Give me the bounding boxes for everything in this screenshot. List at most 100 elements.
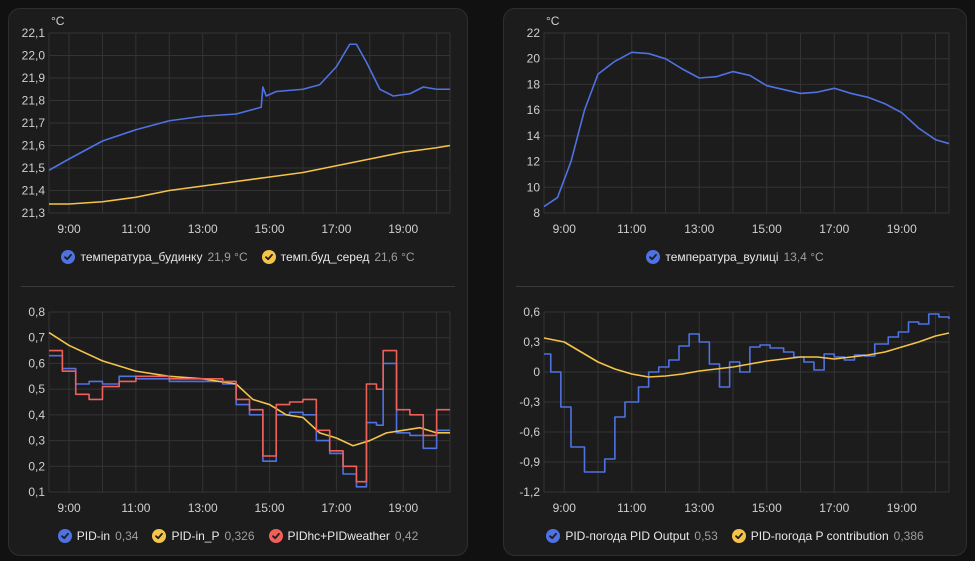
x-tick-label: 9:00 [57, 222, 81, 236]
series-line-0 [49, 354, 450, 488]
legend-series-value: 0,34 [115, 529, 139, 543]
x-tick-label: 19:00 [388, 222, 418, 236]
legend-item[interactable]: температура_вулиці 13,4 °C [646, 250, 824, 264]
y-tick-label: 14 [527, 129, 541, 143]
y-tick-label: 0,4 [28, 408, 45, 422]
legend-pid-weather: PID-погода PID Output 0,53 PID-погода P co… [504, 529, 966, 543]
series-line-0 [543, 51, 950, 208]
legend-series-name: температура_вулиці [665, 250, 779, 264]
y-tick-label: 0,1 [28, 485, 45, 499]
x-tick-label: 19:00 [388, 501, 418, 515]
y-unit-label: °C [546, 14, 560, 28]
legend-outdoor-temperature: температура_вулиці 13,4 °C [504, 250, 966, 264]
x-tick-label: 13:00 [188, 222, 218, 236]
card-left: 21,3 21,4 21,5 21,6 21,7 21,8 21,9 22,0 22,1 9:00… [8, 8, 468, 556]
series-line-1 [543, 332, 950, 378]
y-tick-label: 16 [527, 103, 541, 117]
y-tick-label: 22,0 [22, 49, 46, 63]
x-tick-label: 17:00 [321, 501, 351, 515]
y-tick-label: 8 [533, 206, 540, 220]
y-tick-label: 0,7 [28, 331, 45, 345]
x-tick-label: 9:00 [553, 501, 577, 515]
legend-item[interactable]: темп.буд_серед 21,6 °C [261, 250, 415, 264]
y-tick-label: 0,6 [523, 305, 540, 319]
x-tick-label: 15:00 [255, 222, 285, 236]
x-tick-label: 11:00 [121, 501, 150, 515]
y-tick-label: -1,2 [519, 485, 540, 499]
x-tick-label: 11:00 [617, 222, 646, 236]
y-tick-label: 21,7 [22, 116, 46, 130]
x-tick-label: 17:00 [321, 222, 351, 236]
y-tick-label: 18 [527, 77, 541, 91]
legend-series-name: температура_будинку [80, 250, 203, 264]
x-tick-label: 15:00 [752, 501, 782, 515]
y-unit-label: °C [51, 14, 65, 28]
x-tick-label: 19:00 [887, 222, 917, 236]
x-tick-label: 9:00 [57, 501, 81, 515]
legend-series-value: 0,53 [694, 529, 718, 543]
legend-item[interactable]: PID-погода P contribution 0,386 [731, 529, 924, 543]
chart-pid-in[interactable]: 0,1 0,2 0,3 0,4 0,5 0,6 0,7 0,8 9:00 11:00 13:00 15… [9, 9, 468, 556]
x-tick-label: 17:00 [819, 222, 849, 236]
y-tick-label: 0,8 [28, 305, 45, 319]
x-tick-label: 19:00 [887, 501, 917, 515]
legend-series-name: PID-погода P contribution [750, 529, 889, 543]
legend-item[interactable]: PIDhc+PIDweather 0,42 [268, 529, 419, 543]
y-tick-label: 21,8 [22, 94, 46, 108]
checkmark-icon [152, 529, 167, 543]
y-tick-label: 21,9 [22, 71, 46, 85]
y-tick-label: 0,6 [28, 356, 45, 370]
y-tick-label: 22,1 [22, 26, 46, 40]
x-tick-label: 17:00 [819, 501, 849, 515]
x-tick-label: 11:00 [617, 501, 646, 515]
y-tick-label: -0,3 [519, 395, 540, 409]
y-tick-label: 10 [527, 180, 541, 194]
y-tick-label: 0,3 [523, 335, 540, 349]
legend-series-value: 21,9 °C [207, 250, 248, 264]
series-line-2 [49, 349, 450, 483]
checkmark-icon [731, 529, 746, 543]
checkmark-icon [268, 529, 283, 543]
y-tick-label: -0,9 [519, 455, 540, 469]
checkmark-icon [57, 529, 72, 543]
legend-series-value: 21,6 °C [374, 250, 415, 264]
legend-series-value: 0,42 [394, 529, 419, 543]
y-tick-label: 0,2 [28, 459, 45, 473]
series-line-0 [48, 43, 450, 171]
x-tick-label: 13:00 [684, 501, 714, 515]
checkmark-icon [61, 250, 76, 264]
chart-pid-weather[interactable]: -1,2 -0,9 -0,6 -0,3 0 0,3 0,6 9:00 11:00 13:00 15:… [504, 9, 967, 556]
checkmark-icon [646, 250, 661, 264]
x-tick-label: 15:00 [752, 222, 782, 236]
y-tick-label: 20 [527, 52, 541, 66]
legend-item[interactable]: PID-in_P 0,326 [152, 529, 255, 543]
legend-item[interactable]: PID-in 0,34 [57, 529, 139, 543]
y-tick-label: 21,4 [22, 184, 46, 198]
divider [21, 286, 455, 287]
divider [516, 286, 954, 287]
legend-series-name: PID-in_P [171, 529, 220, 543]
legend-item[interactable]: температура_будинку 21,9 °C [61, 250, 248, 264]
y-tick-label: 22 [527, 26, 541, 40]
y-tick-label: 21,6 [22, 139, 46, 153]
y-tick-label: 21,5 [22, 161, 46, 175]
chart-house-temperature[interactable]: 21,3 21,4 21,5 21,6 21,7 21,8 21,9 22,0 22,1 9:00… [9, 9, 468, 279]
card-right: 8 10 12 14 16 18 20 22 9:00 11:00 13:00 15:00 17:00 1… [503, 8, 967, 556]
x-tick-label: 9:00 [553, 222, 577, 236]
legend-pid-in: PID-in 0,34 PID-in_P 0,326 PIDhc+PIDweather 0… [9, 529, 467, 543]
y-tick-label: 12 [527, 155, 541, 169]
x-tick-label: 15:00 [255, 501, 285, 515]
legend-item[interactable]: PID-погода PID Output 0,53 [546, 529, 718, 543]
legend-house-temperature: температура_будинку 21,9 °C темп.буд_серед… [9, 250, 467, 264]
y-tick-label: 0 [533, 365, 540, 379]
legend-series-name: PIDhc+PIDweather [287, 529, 390, 543]
y-tick-label: 0,3 [28, 434, 45, 448]
legend-series-name: PID-in [76, 529, 111, 543]
legend-series-name: темп.буд_серед [280, 250, 370, 264]
checkmark-icon [546, 529, 561, 543]
legend-series-value: 13,4 °C [783, 250, 824, 264]
chart-outdoor-temperature[interactable]: 8 10 12 14 16 18 20 22 9:00 11:00 13:00 15:00 17:00 1… [504, 9, 967, 279]
checkmark-icon [261, 250, 276, 264]
x-tick-label: 11:00 [121, 222, 150, 236]
series-line-1 [49, 144, 451, 205]
